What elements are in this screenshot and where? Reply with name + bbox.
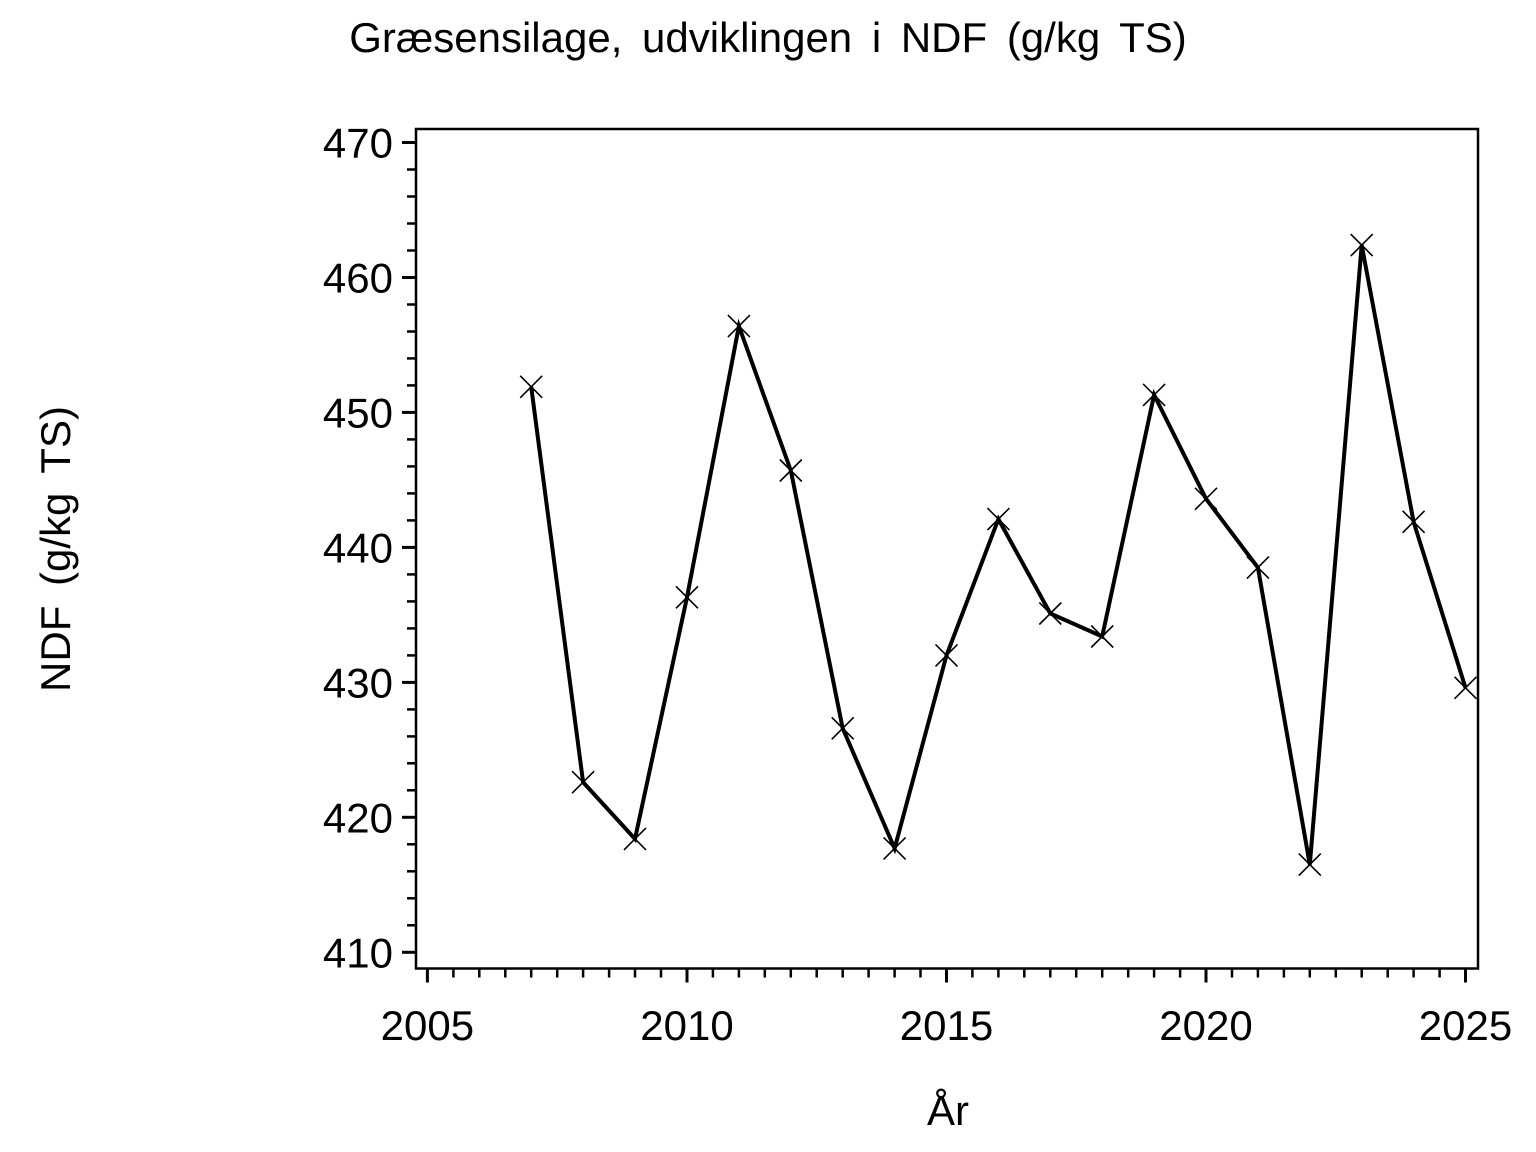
- y-tick-label: 420: [323, 794, 393, 841]
- x-axis-label: År: [927, 1087, 969, 1134]
- y-tick-label: 410: [323, 929, 393, 976]
- y-tick-label: 450: [323, 389, 393, 436]
- data-point-marker: [1298, 853, 1322, 877]
- data-point-marker: [1038, 601, 1062, 626]
- x-tick-label: 2010: [640, 1002, 733, 1049]
- data-point-marker: [1350, 233, 1374, 257]
- data-point-marker: [1090, 624, 1114, 649]
- data-point-marker: [1194, 487, 1218, 511]
- data-point-marker: [519, 375, 543, 399]
- y-tick-label: 460: [323, 255, 393, 302]
- y-tick-label: 440: [323, 524, 393, 571]
- data-line: [529, 244, 1468, 865]
- data-point-marker: [831, 716, 855, 740]
- data-point-marker: [571, 770, 595, 794]
- x-tick-label: 2015: [900, 1002, 993, 1049]
- x-tick-label: 2025: [1419, 1002, 1512, 1049]
- x-tick-label: 2020: [1159, 1002, 1252, 1049]
- y-axis-label: NDF (g/kg TS): [32, 406, 79, 692]
- y-tick-label: 470: [323, 120, 393, 167]
- y-tick-label: 430: [323, 659, 393, 706]
- data-point-marker: [727, 314, 751, 338]
- data-point-marker: [675, 585, 699, 609]
- plot-border: [414, 127, 1480, 970]
- data-point-marker: [986, 507, 1010, 531]
- data-point-marker: [1453, 676, 1478, 700]
- data-point-marker: [779, 458, 803, 483]
- chart-title: Græsensilage, udviklingen i NDF (g/kg TS…: [349, 14, 1187, 61]
- data-point-marker: [934, 643, 959, 667]
- data-point-marker: [1246, 556, 1270, 580]
- data-point-marker: [623, 827, 647, 851]
- data-point-marker: [883, 836, 907, 860]
- data-point-marker: [1402, 510, 1426, 534]
- plot-area: 410 420 430 440 450 460 470 2005 2010 2015 2020 202…: [323, 120, 1512, 1050]
- data-point-marker: [1142, 383, 1166, 407]
- x-tick-label: 2005: [381, 1002, 474, 1049]
